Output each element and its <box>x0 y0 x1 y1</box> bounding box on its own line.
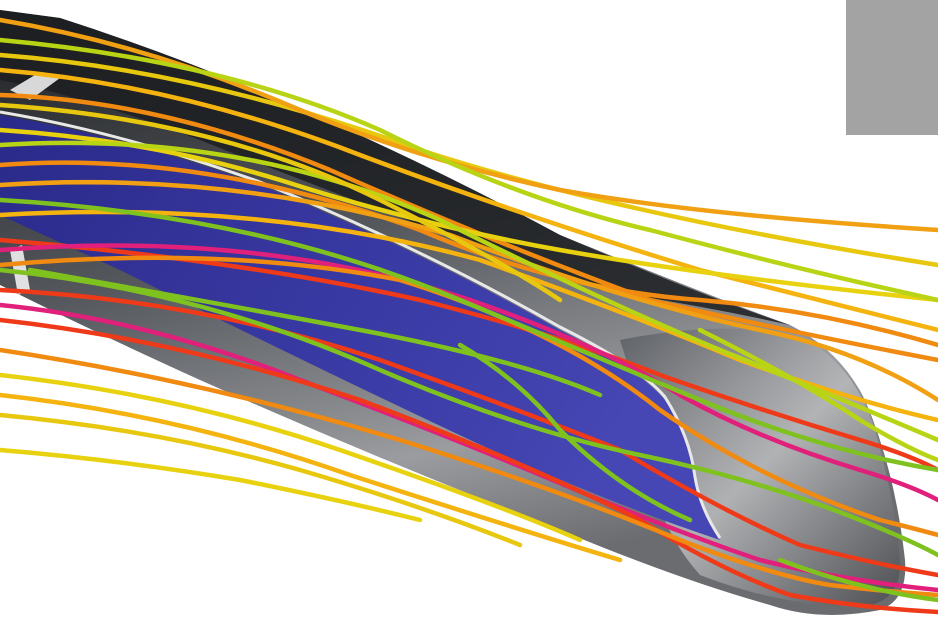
streamline <box>0 287 938 578</box>
streamline <box>0 127 938 303</box>
streamline <box>0 447 423 523</box>
streamline <box>0 160 938 348</box>
streamline <box>0 197 938 473</box>
streamline <box>0 243 938 503</box>
streamline <box>457 342 693 523</box>
streamline <box>0 67 938 333</box>
gray-panel <box>846 0 938 135</box>
streamline <box>0 372 583 543</box>
streamline <box>0 392 623 563</box>
streamline-group <box>0 17 938 615</box>
streamline <box>27 267 603 398</box>
streamline <box>697 327 938 463</box>
streamline <box>0 37 938 303</box>
vehicle-side-stripe <box>10 72 60 100</box>
streamline <box>0 412 523 548</box>
streamline <box>0 267 938 558</box>
streamline <box>0 347 938 598</box>
streamline <box>0 209 938 423</box>
streamline <box>0 317 938 615</box>
streamline <box>0 102 563 303</box>
streamline <box>777 557 938 603</box>
streamline <box>0 255 938 538</box>
